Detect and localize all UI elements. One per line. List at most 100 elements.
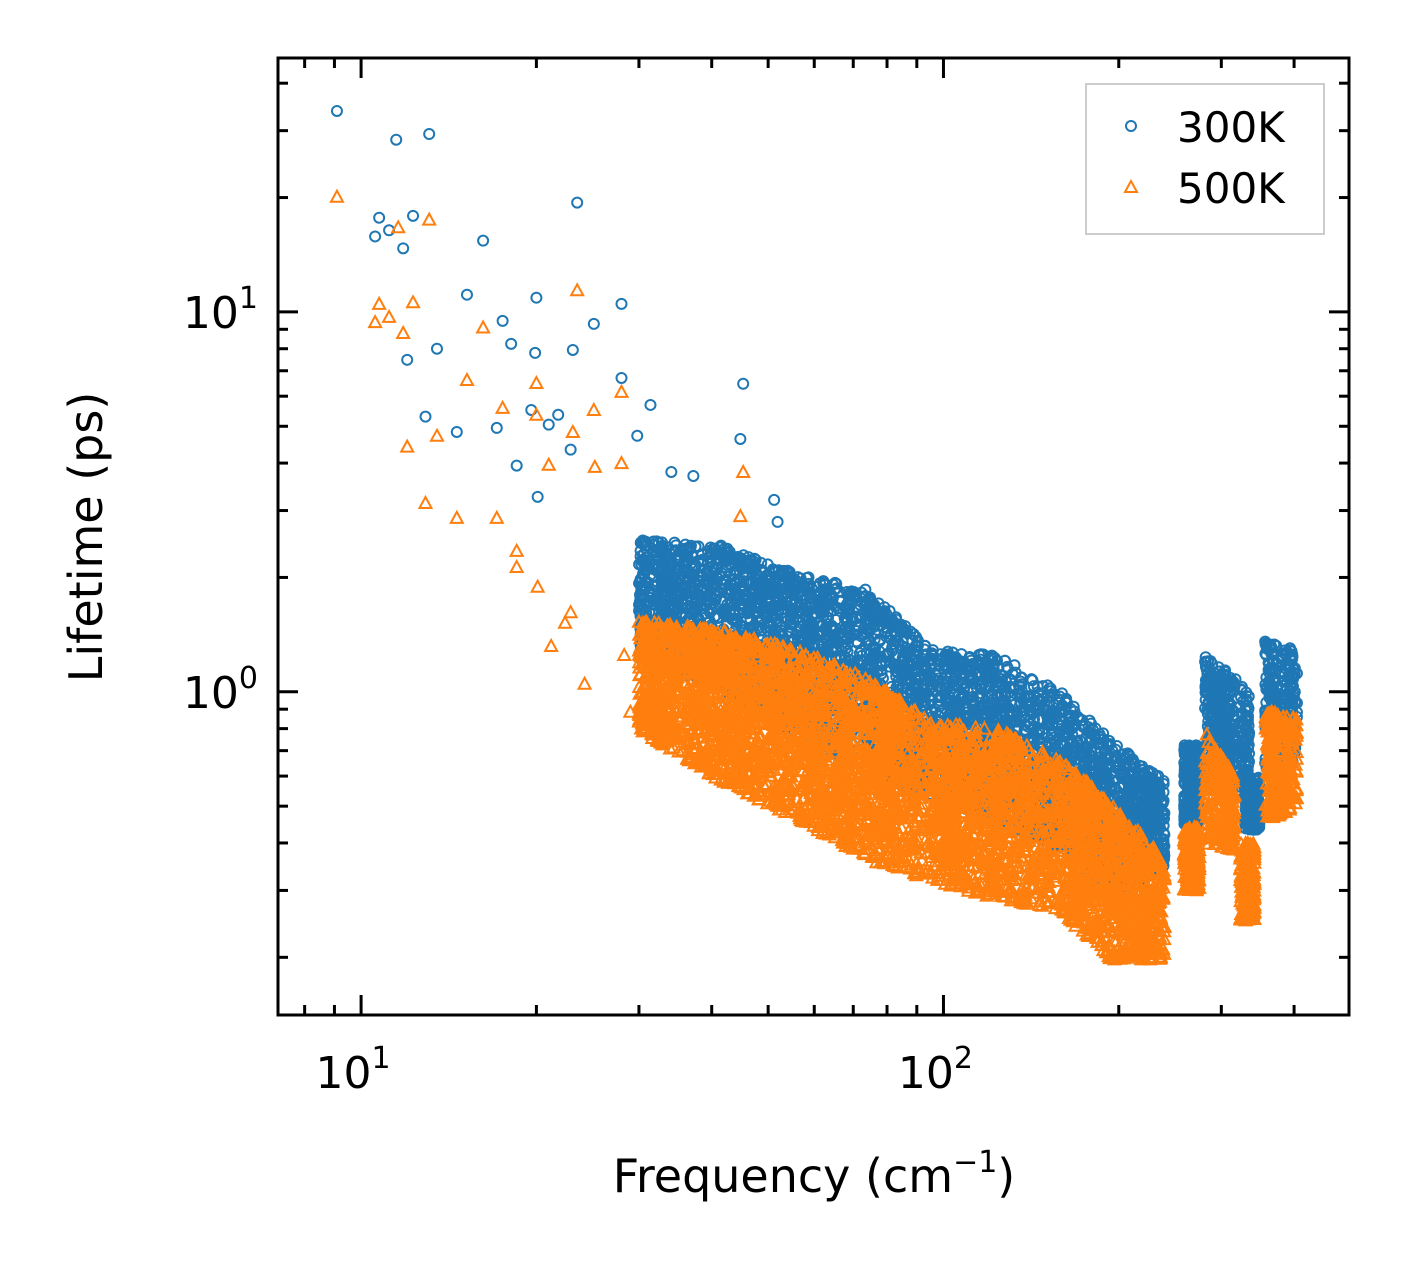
point-300k (838, 611, 851, 624)
point-300k (1114, 781, 1127, 794)
point-300k (733, 552, 746, 565)
point-300k (812, 603, 825, 616)
point-300k (827, 604, 840, 617)
point-300k (992, 661, 1005, 674)
point-300k (760, 586, 773, 599)
point-300k (1122, 747, 1135, 760)
point-300k (1006, 667, 1019, 680)
point-300k (1086, 750, 1099, 763)
point-300k (935, 705, 948, 718)
point-300k (1026, 707, 1039, 720)
point-300k (652, 542, 665, 555)
point-300k (685, 603, 698, 616)
point-300k (900, 662, 913, 675)
point-300k (1157, 774, 1170, 787)
point-300k (1048, 706, 1061, 719)
point-300k (696, 548, 709, 561)
point-300k (1084, 748, 1097, 761)
point-300k (919, 688, 932, 701)
point-300k (657, 578, 670, 591)
point-300k (785, 621, 798, 634)
point-300k (781, 614, 794, 627)
point-300k (720, 586, 733, 599)
point-300k (743, 605, 756, 618)
point-300k (900, 648, 913, 661)
point-300k (1095, 750, 1108, 763)
point-300k (1122, 767, 1135, 780)
point-300k (762, 580, 775, 593)
point-300k (735, 554, 748, 567)
point-300k (988, 651, 1001, 664)
point-300k (1149, 802, 1162, 815)
point-300k (1046, 745, 1059, 758)
point-300k (972, 659, 985, 672)
point-300k (827, 631, 840, 644)
point-300k (911, 639, 924, 652)
point-300k (1025, 673, 1038, 686)
point-300k (984, 701, 997, 714)
point-300k (954, 696, 967, 709)
point-300k (955, 671, 968, 684)
point-300k (677, 563, 690, 576)
point-300k (855, 586, 868, 599)
data-marks (329, 104, 1305, 966)
point-300k (833, 594, 846, 607)
point-300k (921, 674, 934, 687)
point-300k (997, 699, 1010, 712)
point-300k (979, 666, 992, 679)
point-300k (863, 595, 876, 608)
point-300k (1006, 682, 1019, 695)
point-300k (1157, 834, 1170, 847)
point-300k (637, 547, 650, 560)
point-300k (769, 624, 782, 637)
point-300k (1022, 720, 1035, 733)
point-300k (945, 707, 958, 720)
point-300k (991, 654, 1004, 667)
point-300k (777, 569, 790, 582)
point-300k (1149, 815, 1162, 828)
point-300k (694, 568, 707, 581)
point-300k (650, 535, 663, 548)
point-300k (929, 675, 942, 688)
point-300k (755, 556, 768, 569)
point-300k (1104, 738, 1117, 751)
point-300k (1045, 719, 1058, 732)
point-300k (837, 635, 850, 648)
point-300k (1157, 786, 1170, 799)
point-300k (900, 686, 913, 699)
point-300k (1158, 828, 1171, 841)
point-300k (1092, 766, 1105, 779)
point-300k (863, 624, 876, 637)
point-300k (698, 607, 711, 620)
point-300k (991, 691, 1004, 704)
point-300k (843, 587, 856, 600)
point-300k (979, 672, 992, 685)
point-300k (821, 611, 834, 624)
point-300k (945, 681, 958, 694)
point-300k (1122, 796, 1135, 809)
point-300k (800, 572, 813, 585)
point-300k (679, 538, 692, 551)
point-300k (999, 654, 1012, 667)
point-300k (955, 648, 968, 661)
point-300k (827, 622, 840, 635)
point-300k (791, 571, 804, 584)
point-300k (728, 573, 741, 586)
point-300k (689, 558, 702, 571)
point-300k (1136, 817, 1149, 830)
point-300k (689, 584, 702, 597)
point-300k (702, 578, 715, 591)
point-300k (1026, 731, 1039, 744)
point-300k (1034, 694, 1047, 707)
point-300k (929, 668, 942, 681)
point-300k (754, 615, 767, 628)
point-300k (923, 666, 936, 679)
point-300k (637, 536, 650, 549)
point-300k (1033, 722, 1046, 735)
point-300k (844, 592, 857, 605)
point-300k (797, 636, 810, 649)
point-300k (964, 710, 977, 723)
point-300k (733, 592, 746, 605)
point-300k (669, 573, 682, 586)
point-300k (1100, 777, 1113, 790)
